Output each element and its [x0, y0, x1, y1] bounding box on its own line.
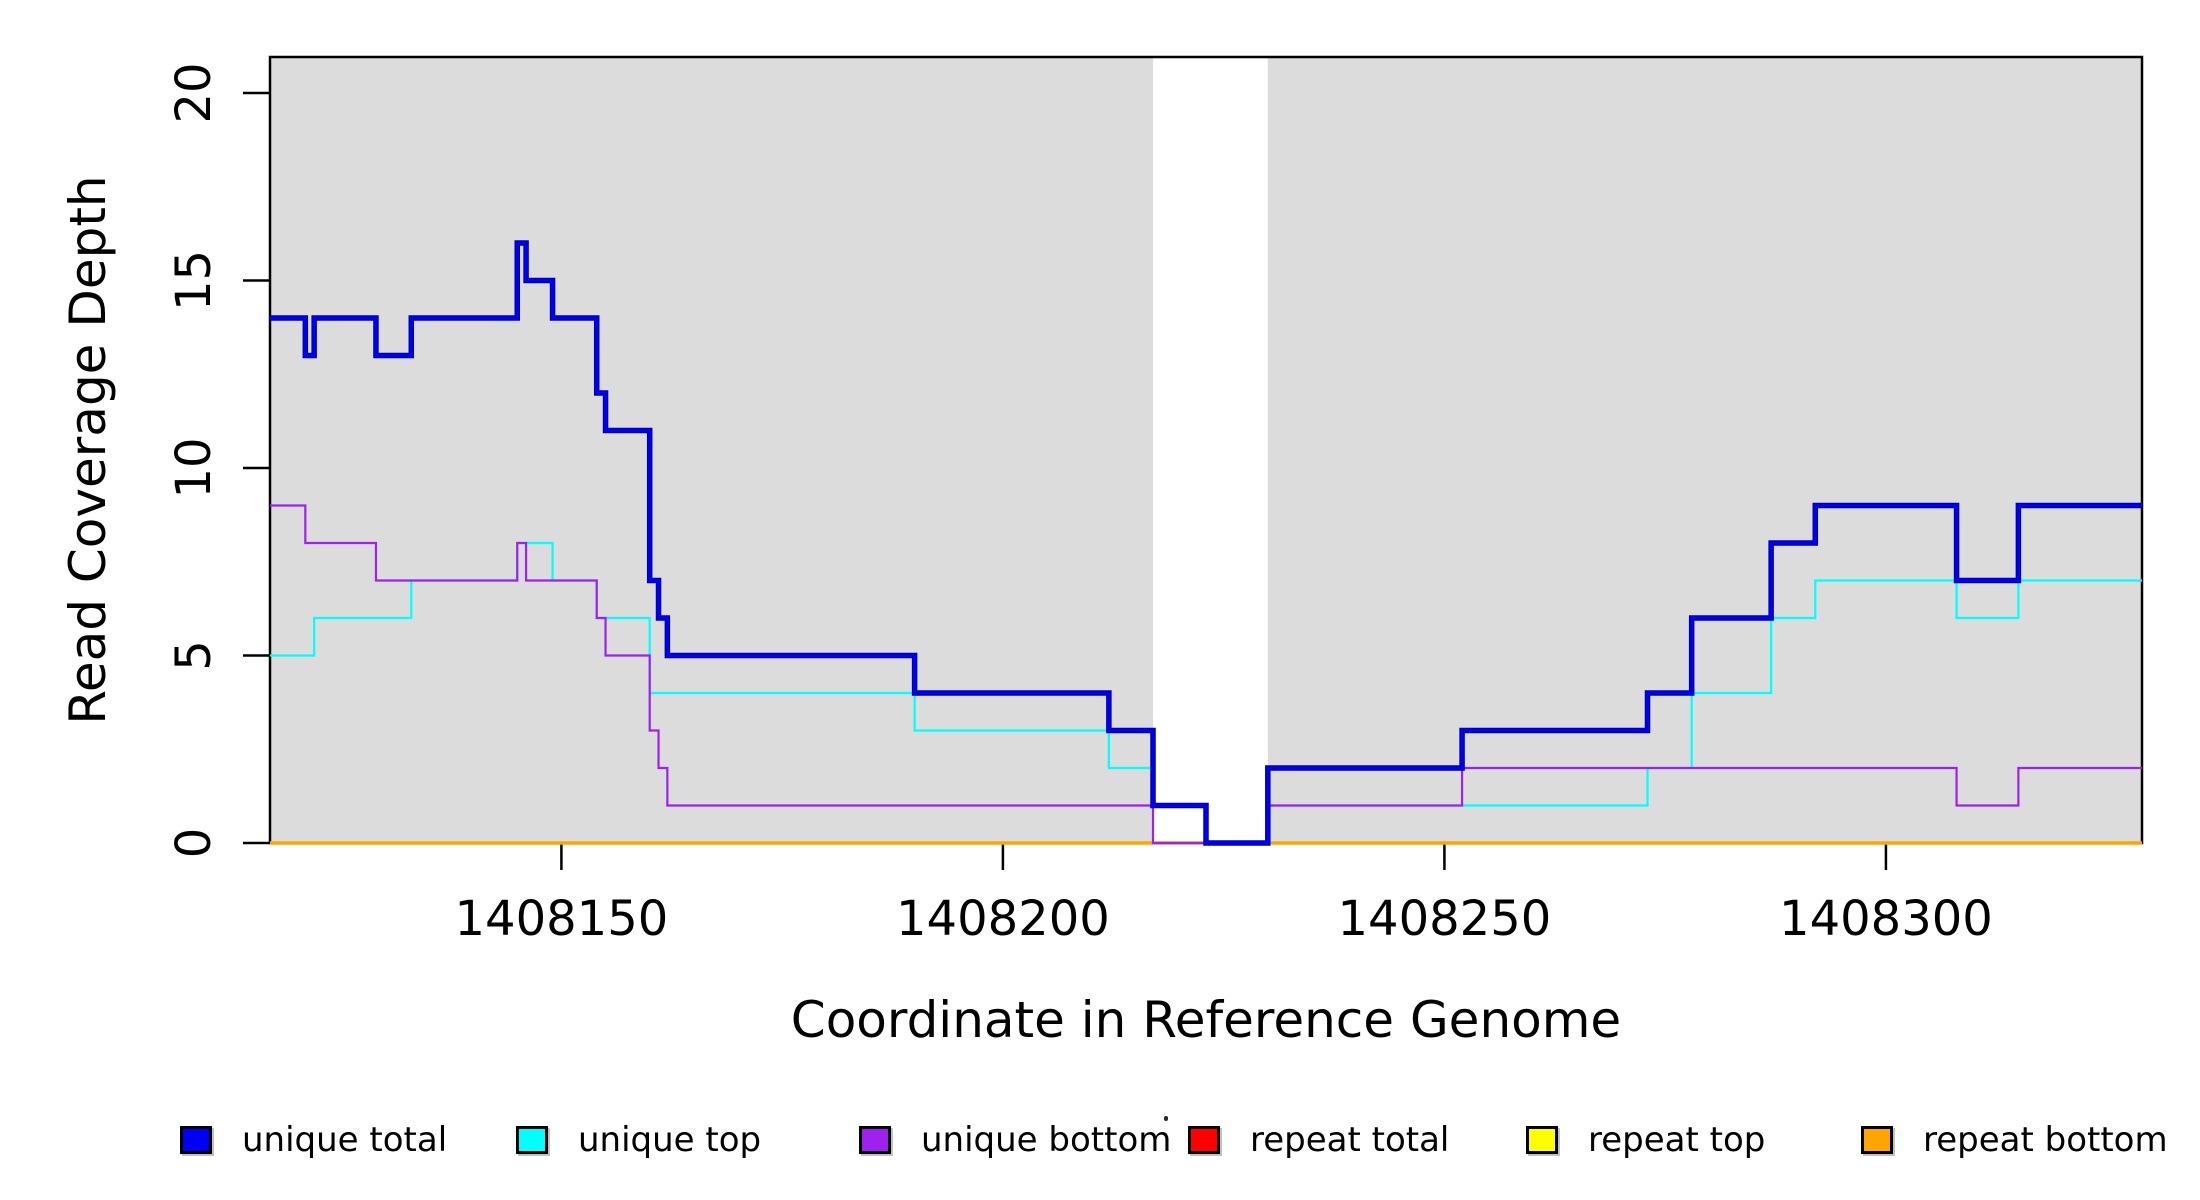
y-tick-label: 5 — [166, 640, 222, 671]
x-tick-label: 1408200 — [896, 891, 1110, 947]
y-tick-label: 0 — [166, 828, 222, 859]
x-tick-label: 1408300 — [1779, 891, 1993, 947]
x-axis-title: Coordinate in Reference Genome — [790, 991, 1622, 1049]
x-tick-label: 1408250 — [1338, 891, 1552, 947]
y-tick-label: 20 — [166, 62, 222, 123]
stray-dot — [1164, 1116, 1168, 1121]
y-tick-label: 10 — [166, 437, 222, 498]
x-tick-label: 1408150 — [455, 891, 669, 947]
y-tick-label: 15 — [166, 250, 222, 311]
coverage-gap-band — [1153, 58, 1268, 843]
y-axis-title: Read Coverage Depth — [59, 175, 117, 725]
series-line-unique-total — [270, 241, 2142, 845]
series-line-unique-bottom — [270, 504, 2142, 845]
